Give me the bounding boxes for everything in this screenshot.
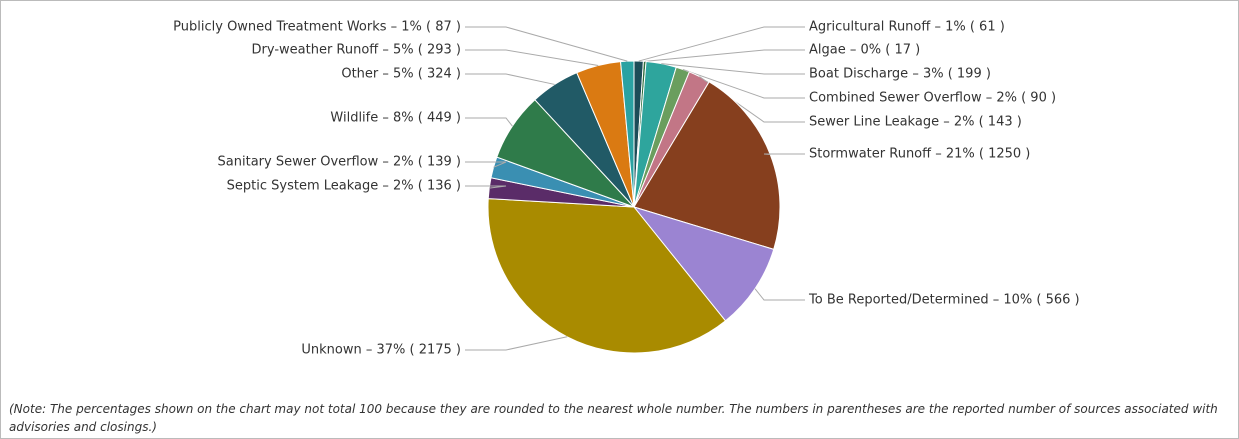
slice-label: Combined Sewer Overflow – 2% ( 90 ) [809, 91, 1056, 106]
leader-line [754, 288, 805, 301]
leader-line [465, 73, 555, 85]
leader-line [638, 26, 805, 62]
leader-line [465, 117, 513, 127]
leader-line [644, 49, 805, 62]
chart-note: (Note: The percentages shown on the char… [9, 402, 1218, 434]
slice-label: Dry-weather Runoff – 5% ( 293 ) [252, 43, 462, 58]
slice-label: Sewer Line Leakage – 2% ( 143 ) [809, 115, 1022, 130]
chart: Agricultural Runoff – 1% ( 61 ) Algae – 0… [173, 20, 1080, 358]
slice-label: Unknown – 37% ( 2175 ) [301, 343, 461, 358]
leader-line [661, 63, 805, 75]
leader-line [465, 26, 628, 62]
leader-line [465, 49, 599, 66]
slice-label: Other – 5% ( 324 ) [341, 67, 461, 82]
slice-label: Agricultural Runoff – 1% ( 61 ) [809, 20, 1005, 35]
slice-label: Septic System Leakage – 2% ( 136 ) [227, 179, 461, 194]
slice-label: Stormwater Runoff – 21% ( 1250 ) [809, 147, 1030, 162]
slice-label: To Be Reported/Determined – 10% ( 566 ) [808, 293, 1080, 308]
leader-line [465, 185, 507, 189]
slice-label: Wildlife – 8% ( 449 ) [330, 111, 461, 126]
pie-slice [632, 206, 775, 322]
leader-line [465, 336, 568, 351]
slice-label: Boat Discharge – 3% ( 199 ) [809, 67, 991, 82]
slice-label: Algae – 0% ( 17 ) [809, 43, 920, 58]
leader-line [465, 161, 507, 168]
slice-label: Publicly Owned Treatment Works – 1% ( 87… [173, 20, 461, 35]
slice-label: Sanitary Sewer Overflow – 2% ( 139 ) [218, 155, 461, 170]
leader-line [682, 68, 805, 99]
